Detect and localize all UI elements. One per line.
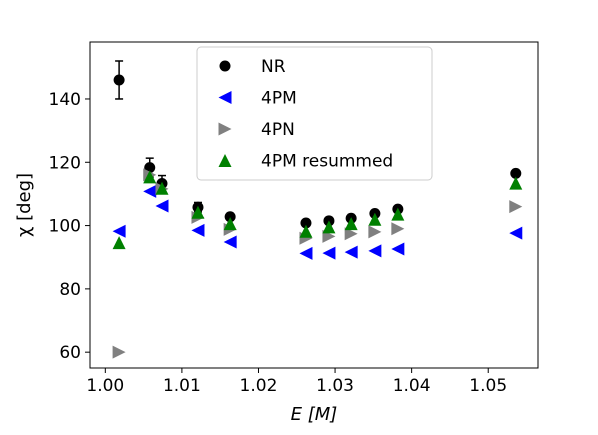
- point-4pm: [191, 223, 205, 237]
- legend-label-4pn: 4PN: [261, 120, 295, 140]
- point-4pm-resummed: [368, 212, 382, 226]
- point-4pm: [322, 246, 336, 260]
- point-4pm: [509, 226, 523, 240]
- point-4pn: [368, 225, 382, 239]
- x-tick-label: 1.03: [316, 376, 354, 396]
- point-4pm: [112, 224, 126, 238]
- x-tick-label: 1.05: [469, 376, 507, 396]
- y-tick-label: 100: [49, 217, 81, 237]
- legend: NR 4PM 4PN 4PM resummed: [196, 46, 433, 181]
- point-4pm-resummed: [299, 224, 313, 238]
- plot-frame: [89, 41, 539, 369]
- axes: 1.00 1.01 1.02 1.03 1.04 1.05 60 80 100 120 140: [49, 41, 539, 396]
- x-tick-label: 1.04: [393, 376, 431, 396]
- y-tick-label: 60: [59, 343, 81, 363]
- point-4pm-resummed: [223, 217, 237, 231]
- point-4pm-resummed: [344, 217, 358, 231]
- point-4pm: [344, 245, 358, 259]
- legend-marker-4pn: [218, 122, 232, 136]
- point-nr: [224, 211, 236, 223]
- point-4pn: [391, 222, 405, 236]
- point-nr: [113, 74, 125, 86]
- point-4pm: [223, 235, 237, 249]
- point-4pm: [143, 184, 157, 198]
- point-4pm: [368, 244, 382, 258]
- legend-label-4pm: 4PM: [261, 89, 297, 109]
- point-nr: [300, 217, 312, 229]
- legend-label-nr: NR: [261, 57, 286, 77]
- point-4pm-resummed: [509, 176, 523, 190]
- y-axis-label: χ [deg]: [14, 173, 35, 237]
- plot-markers: [112, 60, 523, 359]
- point-4pm-resummed: [143, 170, 157, 184]
- legend-marker-nr: [219, 60, 231, 72]
- point-4pm-resummed: [155, 181, 169, 195]
- point-4pn: [112, 345, 126, 359]
- x-tick-label: 1.02: [240, 376, 278, 396]
- legend-marker-4pm-resummed: [218, 154, 232, 167]
- legend-marker-4pm: [218, 91, 232, 104]
- point-4pm: [391, 242, 405, 256]
- y-tick-label: 120: [49, 153, 81, 173]
- point-4pm: [299, 246, 313, 260]
- point-4pn: [344, 227, 358, 241]
- x-tick-label: 1.01: [163, 376, 201, 396]
- legend-label-4pm-resummed: 4PM resummed: [261, 152, 393, 172]
- y-tick-label: 140: [49, 90, 81, 110]
- x-tick-label: 1.00: [86, 376, 124, 396]
- x-axis-label: E [M]: [291, 404, 338, 425]
- y-tick-label: 80: [59, 280, 81, 300]
- point-4pm: [155, 199, 169, 213]
- point-4pm-resummed: [391, 207, 405, 221]
- point-4pm-resummed: [112, 236, 126, 250]
- legend-box: [196, 46, 433, 181]
- point-4pm-resummed: [191, 205, 205, 219]
- point-4pm-resummed: [322, 220, 336, 234]
- point-4pn: [509, 200, 523, 214]
- point-nr: [510, 167, 522, 179]
